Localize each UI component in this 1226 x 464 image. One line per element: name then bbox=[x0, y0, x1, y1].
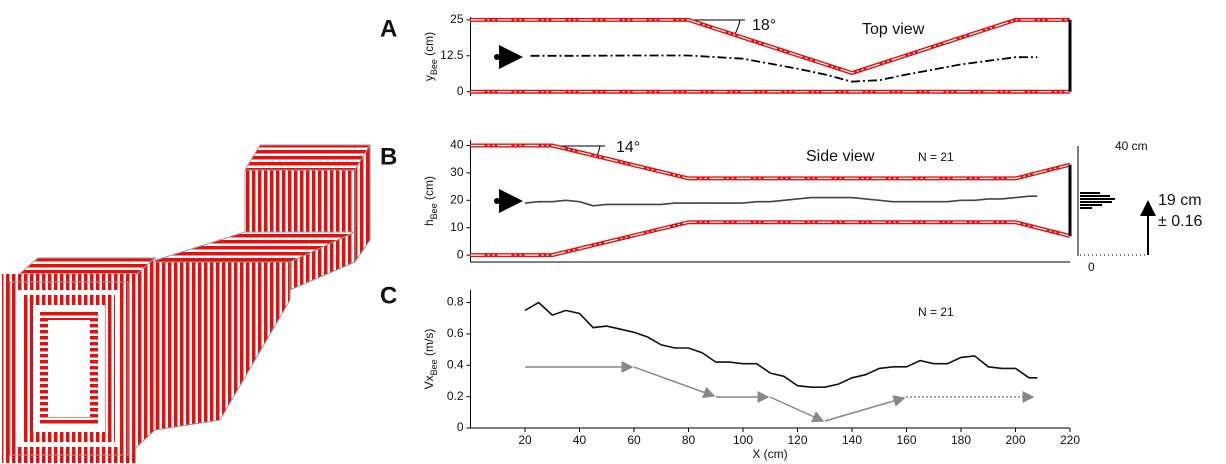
y-tick-label: 0 bbox=[457, 84, 464, 98]
data-line bbox=[524, 301, 1038, 388]
panel-label: B bbox=[380, 143, 397, 170]
y-tick-label: 25 bbox=[450, 12, 464, 26]
y-label-sub: Bee bbox=[429, 59, 439, 75]
x-tick-label: 180 bbox=[951, 433, 971, 447]
panel-title: Top view bbox=[862, 21, 925, 38]
model-arrows bbox=[525, 361, 1035, 423]
y-tick-label: 0.4 bbox=[447, 357, 464, 371]
data-line bbox=[530, 54, 1038, 83]
y-label-sub: Bee bbox=[429, 203, 439, 219]
x-tick-label: 140 bbox=[842, 433, 862, 447]
panel-label: A bbox=[380, 15, 397, 42]
n-label: N = 21 bbox=[918, 305, 954, 319]
height-histogram bbox=[1077, 146, 1156, 256]
x-tick-label: 60 bbox=[627, 433, 641, 447]
y-tick-label: 10 bbox=[450, 220, 464, 234]
tunnel-illustration bbox=[2, 143, 371, 463]
angle-label: 14° bbox=[616, 139, 640, 156]
y-axis-label: VxBee (m/s) bbox=[422, 329, 439, 390]
sd-label: ± 0.16 bbox=[1158, 213, 1202, 230]
y-tick-label: 12.5 bbox=[440, 48, 464, 62]
y-label-unit: (cm) bbox=[422, 32, 436, 59]
x-tick-label: 80 bbox=[682, 433, 696, 447]
mean-label: 19 cm bbox=[1158, 192, 1202, 209]
y-tick-label: 0 bbox=[457, 247, 464, 261]
x-tick-label: 120 bbox=[787, 433, 807, 447]
y-tick-label: 20 bbox=[450, 192, 464, 206]
y-label-main: y bbox=[422, 75, 436, 81]
y-label-main: h bbox=[422, 219, 436, 226]
y-tick-label: 0.2 bbox=[447, 389, 464, 403]
y-label-unit: (m/s) bbox=[422, 329, 436, 360]
y-label-unit: (cm) bbox=[422, 176, 436, 203]
entry-markers bbox=[494, 45, 523, 213]
x-tick-label: 20 bbox=[518, 433, 532, 447]
angle-label: 18° bbox=[752, 17, 776, 34]
y-tick-label: 0.6 bbox=[447, 326, 464, 340]
wall-pattern bbox=[470, 144, 1071, 179]
panel-title: Side view bbox=[806, 148, 875, 165]
wall bbox=[470, 143, 1071, 181]
y-axis-label: hBee (cm) bbox=[422, 176, 439, 226]
x-tick-label: 100 bbox=[733, 433, 753, 447]
y-tick-label: 30 bbox=[450, 165, 464, 179]
wall bbox=[470, 220, 1071, 258]
scale-label: 40 cm bbox=[1115, 139, 1148, 153]
y-tick-label: 0 bbox=[457, 420, 464, 434]
y-tick-label: 0.8 bbox=[447, 295, 464, 309]
n-label: N = 21 bbox=[918, 150, 954, 164]
y-axis-label: yBee (cm) bbox=[422, 32, 439, 81]
y-label-sub: Bee bbox=[429, 359, 439, 375]
y-label-main: Vx bbox=[422, 375, 436, 389]
x-tick-label: 40 bbox=[573, 433, 587, 447]
y-tick-label: 40 bbox=[450, 138, 464, 152]
panel-label: C bbox=[380, 282, 397, 309]
x-tick-label: 160 bbox=[896, 433, 916, 447]
data-line bbox=[524, 195, 1038, 207]
wall-pattern bbox=[470, 19, 1070, 74]
angle-guides bbox=[552, 19, 745, 157]
wall-pattern bbox=[470, 221, 1071, 256]
scale-label: 0 bbox=[1088, 260, 1095, 274]
x-tick-label: 220 bbox=[1060, 433, 1080, 447]
x-tick-label: 200 bbox=[1005, 433, 1025, 447]
x-axis-label: X (cm) bbox=[752, 447, 787, 461]
